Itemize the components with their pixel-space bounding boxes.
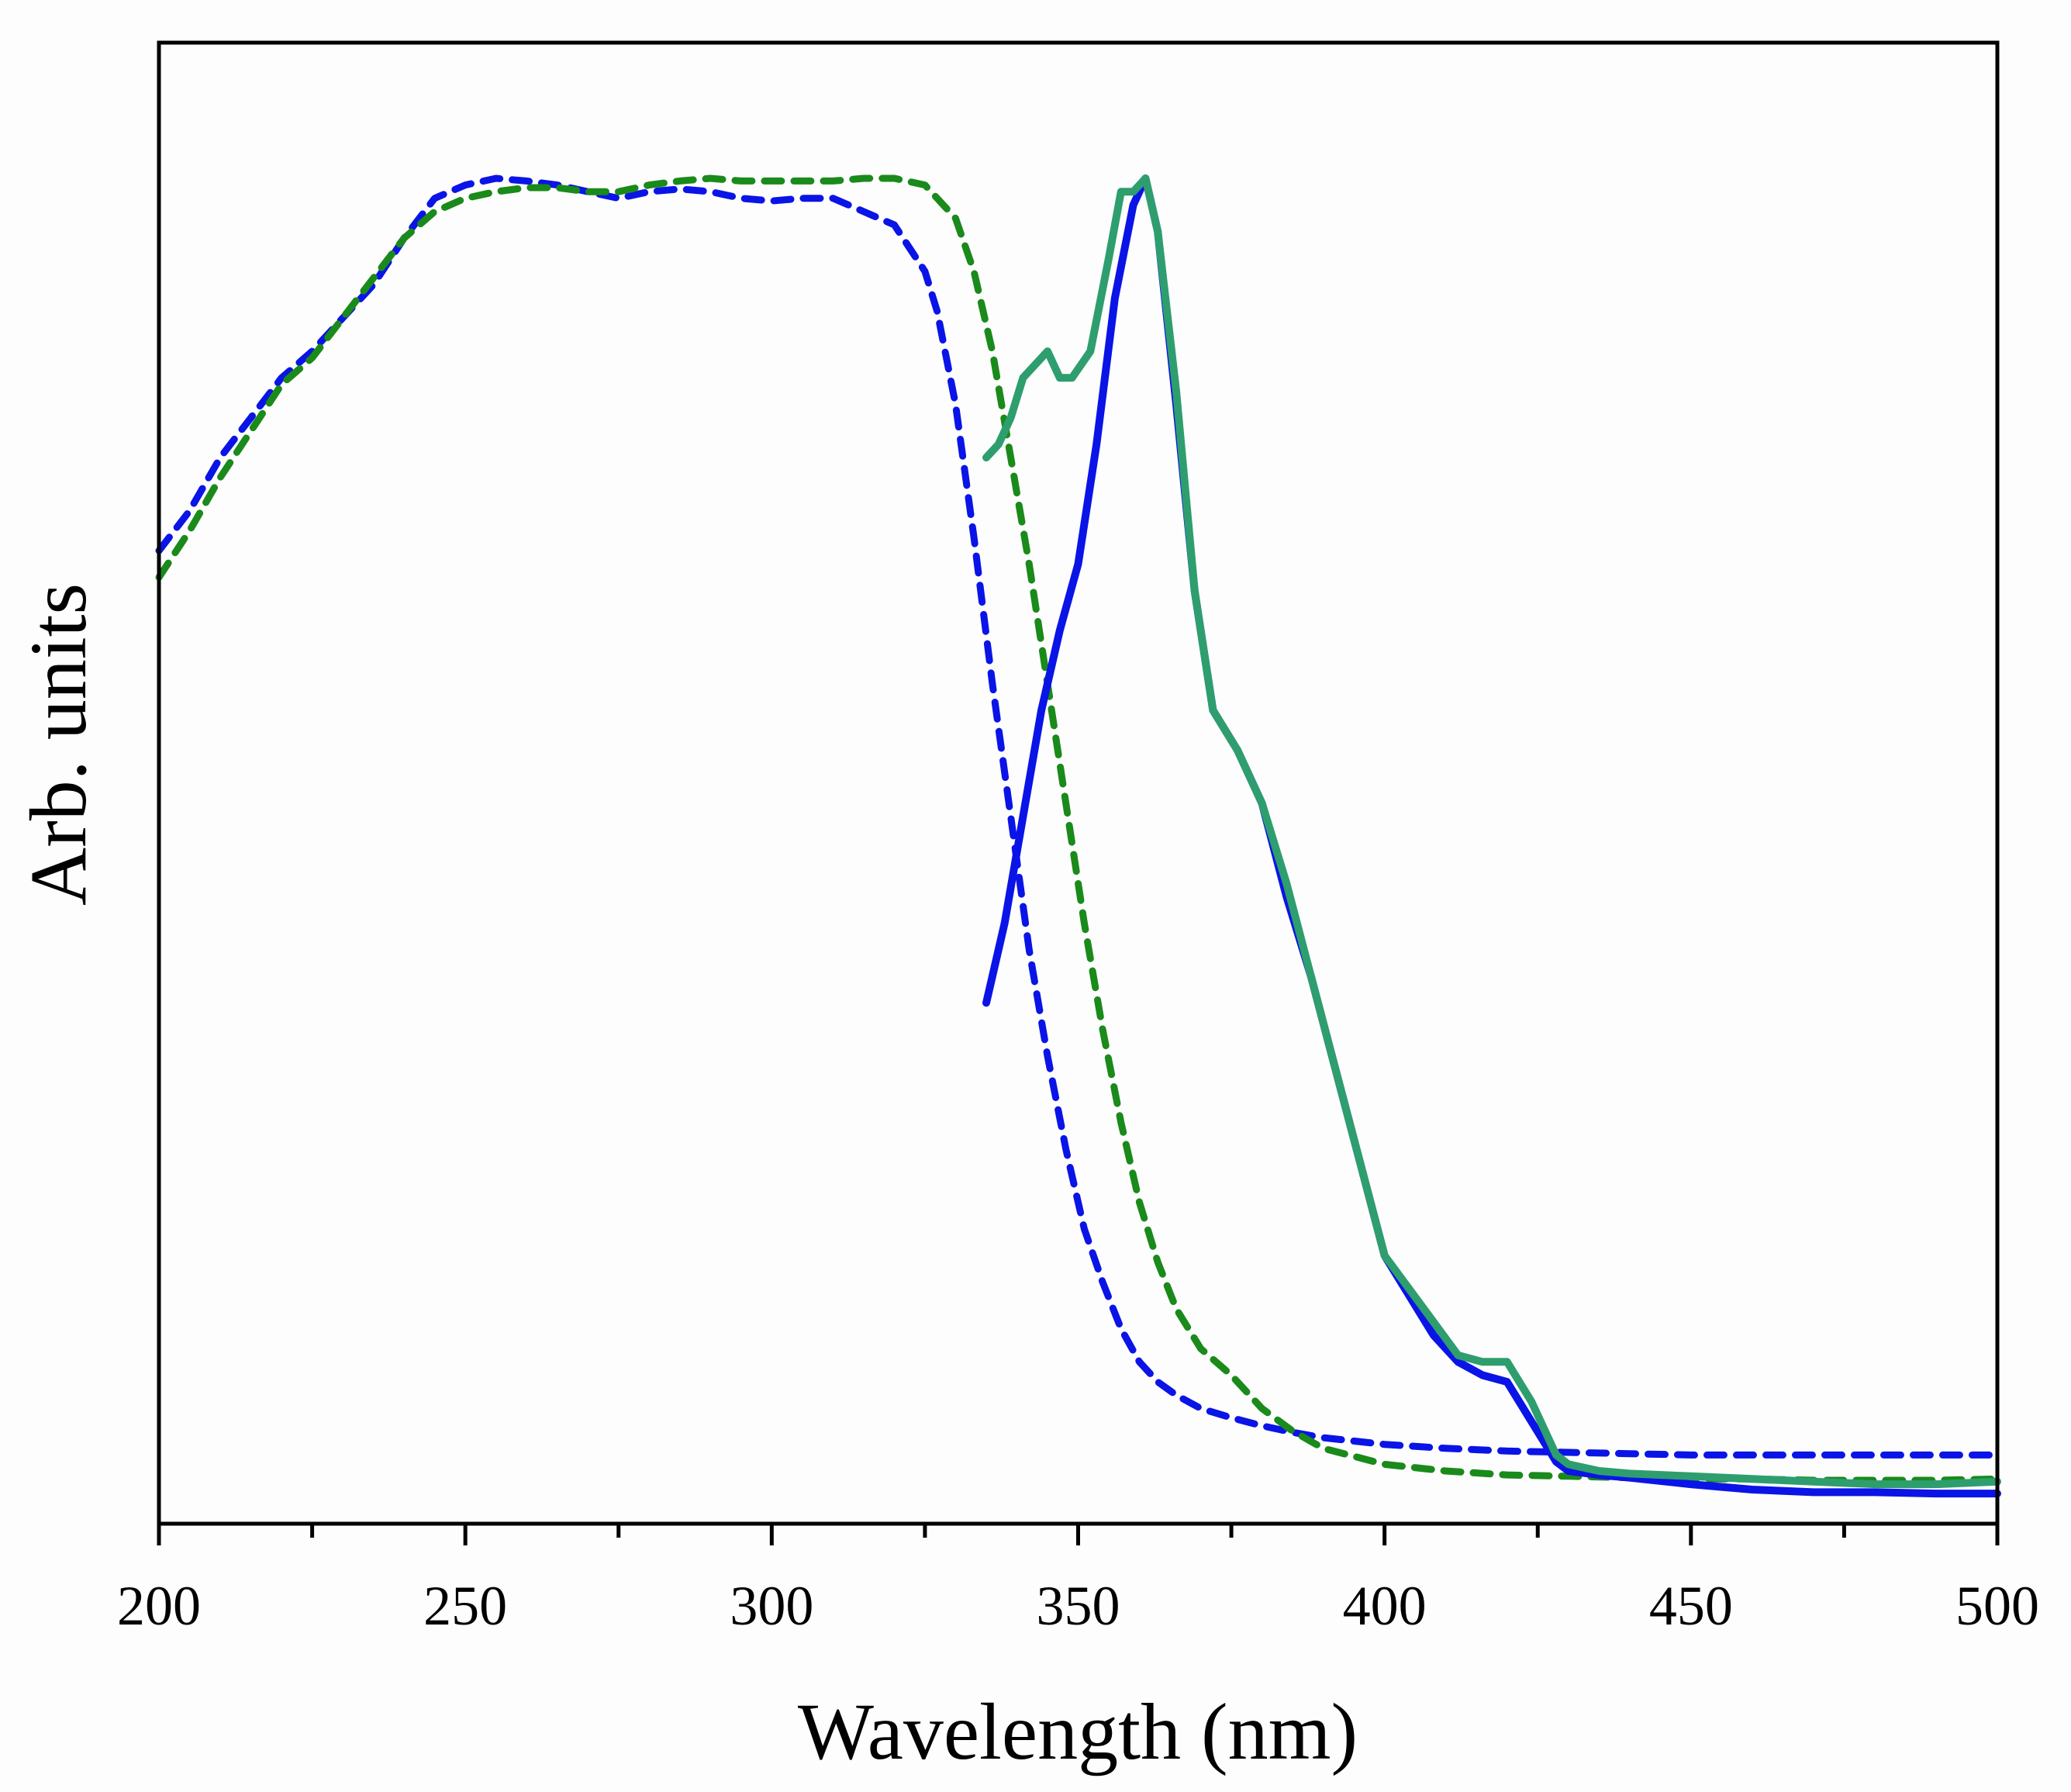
- series-line-4-solid: [982, 174, 2001, 1489]
- x-tick-label: 300: [730, 1575, 813, 1637]
- series-line-2-dashed: [155, 174, 2001, 1484]
- x-tick-label: 500: [1955, 1575, 2039, 1637]
- x-tick-label: 350: [1037, 1575, 1120, 1637]
- series-layer: [155, 174, 2001, 1498]
- x-tick-label: 400: [1343, 1575, 1427, 1637]
- x-tick-label: 450: [1649, 1575, 1733, 1637]
- y-axis-title: Arb. units: [14, 583, 103, 906]
- x-axis-ticks: 200 250 300 350 400 450 500: [117, 1524, 2039, 1637]
- x-tick-label: 250: [423, 1575, 507, 1637]
- series-line-1-dashed: [155, 174, 2001, 1459]
- x-tick-label: 200: [117, 1575, 201, 1637]
- x-axis-title: Wavelength (nm): [798, 1687, 1358, 1776]
